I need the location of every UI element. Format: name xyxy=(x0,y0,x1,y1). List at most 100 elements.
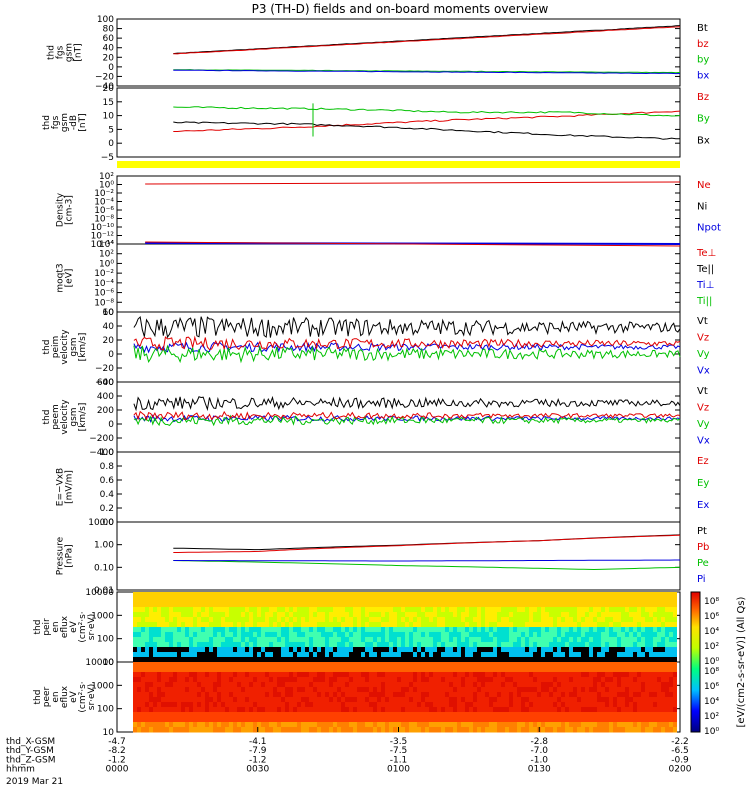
spectrogram-cell xyxy=(525,727,529,733)
spectrogram-cell xyxy=(649,662,653,668)
spectrogram-cell xyxy=(397,632,401,638)
spectrogram-cell xyxy=(177,712,181,718)
spectrogram-cell xyxy=(317,597,321,603)
spectrogram-cell xyxy=(185,617,189,623)
spectrogram-cell xyxy=(165,727,169,733)
spectrogram-cell xyxy=(357,667,361,673)
spectrogram-cell xyxy=(225,602,229,608)
spectrogram-cell xyxy=(393,697,397,703)
spectrogram-cell xyxy=(645,637,649,643)
spectrogram-cell xyxy=(597,602,601,608)
spectrogram-cell xyxy=(521,692,525,698)
spectrogram-cell xyxy=(633,692,637,698)
spectrogram-cell xyxy=(153,637,157,643)
spectrogram-cell xyxy=(269,617,273,623)
spectrogram-cell xyxy=(193,712,197,718)
spectrogram-cell xyxy=(213,612,217,618)
spectrogram-cell xyxy=(573,662,577,668)
spectrogram-cell xyxy=(325,617,329,623)
spectrogram-cell xyxy=(525,707,529,713)
y-axis-label: eflux xyxy=(60,615,70,638)
spectrogram-cell xyxy=(177,667,181,673)
panel-frame xyxy=(116,451,681,523)
spectrogram-cell xyxy=(553,727,557,733)
spectrogram-cell xyxy=(605,697,609,703)
spectrogram-cell xyxy=(509,622,513,628)
spectrogram-cell xyxy=(385,612,389,618)
spectrogram-cell xyxy=(673,727,677,733)
spectrogram-cell xyxy=(341,627,345,633)
spectrogram-cell xyxy=(525,667,529,673)
spectrogram-cell xyxy=(661,657,665,663)
spectrogram-cell xyxy=(153,692,157,698)
spectrogram-cell xyxy=(357,647,361,653)
spectrogram-cell xyxy=(293,662,297,668)
spectrogram-cell xyxy=(361,687,365,693)
spectrogram-cell xyxy=(517,612,521,618)
spectrogram-cell xyxy=(481,667,485,673)
spectrogram-cell xyxy=(549,662,553,668)
spectrogram-cell xyxy=(557,707,561,713)
spectrogram-cell xyxy=(537,667,541,673)
spectrogram-cell xyxy=(473,692,477,698)
spectrogram-cell xyxy=(525,622,529,628)
spectrogram-cell xyxy=(133,647,137,653)
spectrogram-cell xyxy=(589,642,593,648)
spectrogram-cell xyxy=(309,717,313,723)
spectrogram-cell xyxy=(349,652,353,658)
series-line-bz xyxy=(173,26,681,55)
spectrogram-cell xyxy=(673,672,677,678)
spectrogram-cell xyxy=(493,607,497,613)
spectrogram-cell xyxy=(265,592,269,598)
spectrogram-cell xyxy=(253,597,257,603)
spectrogram-cell xyxy=(509,727,513,733)
spectrogram-cell xyxy=(233,707,237,713)
colorbar xyxy=(690,591,701,733)
spectrogram-cell xyxy=(269,687,273,693)
spectrogram-cell xyxy=(493,727,497,733)
spectrogram-cell xyxy=(481,662,485,668)
spectrogram-cell xyxy=(249,707,253,713)
spectrogram-cell xyxy=(137,712,141,718)
spectrogram-cell xyxy=(137,697,141,703)
spectrogram-cell xyxy=(217,662,221,668)
spectrogram-cell xyxy=(193,647,197,653)
spectrogram-cell xyxy=(309,652,313,658)
spectrogram-cell xyxy=(401,672,405,678)
spectrogram-cell xyxy=(521,667,525,673)
spectrogram-cell xyxy=(501,657,505,663)
spectrogram-cell xyxy=(509,667,513,673)
spectrogram-cell xyxy=(601,632,605,638)
spectrogram-cell xyxy=(133,612,137,618)
spectrogram-cell xyxy=(525,652,529,658)
spectrogram-cell xyxy=(465,702,469,708)
spectrogram-cell xyxy=(477,642,481,648)
spectrogram-cell xyxy=(429,722,433,728)
spectrogram-cell xyxy=(409,592,413,598)
spectrogram-cell xyxy=(649,652,653,658)
spectrogram-cell xyxy=(233,627,237,633)
spectrogram-cell xyxy=(249,667,253,673)
spectrogram-cell xyxy=(241,702,245,708)
spectrogram-cell xyxy=(553,662,557,668)
spectrogram-cell xyxy=(637,637,641,643)
spectrogram-cell xyxy=(465,612,469,618)
legend-entry-Vz: Vz xyxy=(697,403,709,414)
spectrogram-cell xyxy=(517,627,521,633)
spectrogram-cell xyxy=(329,722,333,728)
spectrogram-cell xyxy=(197,692,201,698)
spectrogram-cell xyxy=(381,667,385,673)
yellow-status-bar xyxy=(117,161,680,168)
spectrogram-cell xyxy=(317,627,321,633)
spectrogram-cell xyxy=(373,617,377,623)
spectrogram-cell xyxy=(309,602,313,608)
spectrogram-cell xyxy=(601,602,605,608)
spectrogram-cell xyxy=(377,652,381,658)
spectrogram-cell xyxy=(365,597,369,603)
spectrogram-cell xyxy=(469,662,473,668)
spectrogram-cell xyxy=(549,707,553,713)
spectrogram-cell xyxy=(393,667,397,673)
spectrogram-cell xyxy=(497,712,501,718)
spectrogram-cell xyxy=(193,697,197,703)
spectrogram-cell xyxy=(293,602,297,608)
